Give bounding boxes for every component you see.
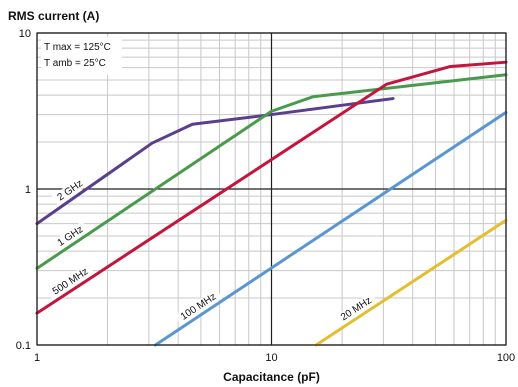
series-label-bg — [46, 263, 95, 301]
series-label-bg — [334, 292, 378, 326]
annotation-background — [41, 37, 122, 75]
series-label-bg — [174, 288, 223, 326]
series-line-20-mhz — [314, 218, 508, 347]
series-line-100-mhz — [153, 110, 508, 347]
x-axis-title: Capacitance (pF) — [223, 370, 320, 384]
series-layer — [35, 60, 508, 347]
y-axis-title: RMS current (A) — [8, 9, 99, 23]
series-label-bg — [51, 175, 89, 207]
series-label-bg — [51, 221, 90, 252]
grid-layer — [36, 32, 507, 346]
x-tick-label: 1 — [34, 352, 40, 364]
y-tick-label: 1 — [25, 184, 31, 196]
series-line-2-ghz — [35, 97, 395, 226]
y-tick-label: 10 — [19, 28, 31, 40]
annotation-text: T max = 125°C — [44, 42, 111, 53]
plot-border — [36, 32, 507, 346]
y-tick-label: 0.1 — [16, 340, 31, 352]
annotation-text: T amb = 25°C — [44, 58, 106, 69]
series-line-500-mhz — [35, 60, 508, 315]
series-line-1-ghz — [35, 73, 508, 270]
annotation-box: T max = 125°C T amb = 25°C — [41, 37, 122, 75]
x-tick-label: 100 — [497, 352, 515, 364]
x-tick-label: 10 — [265, 352, 277, 364]
